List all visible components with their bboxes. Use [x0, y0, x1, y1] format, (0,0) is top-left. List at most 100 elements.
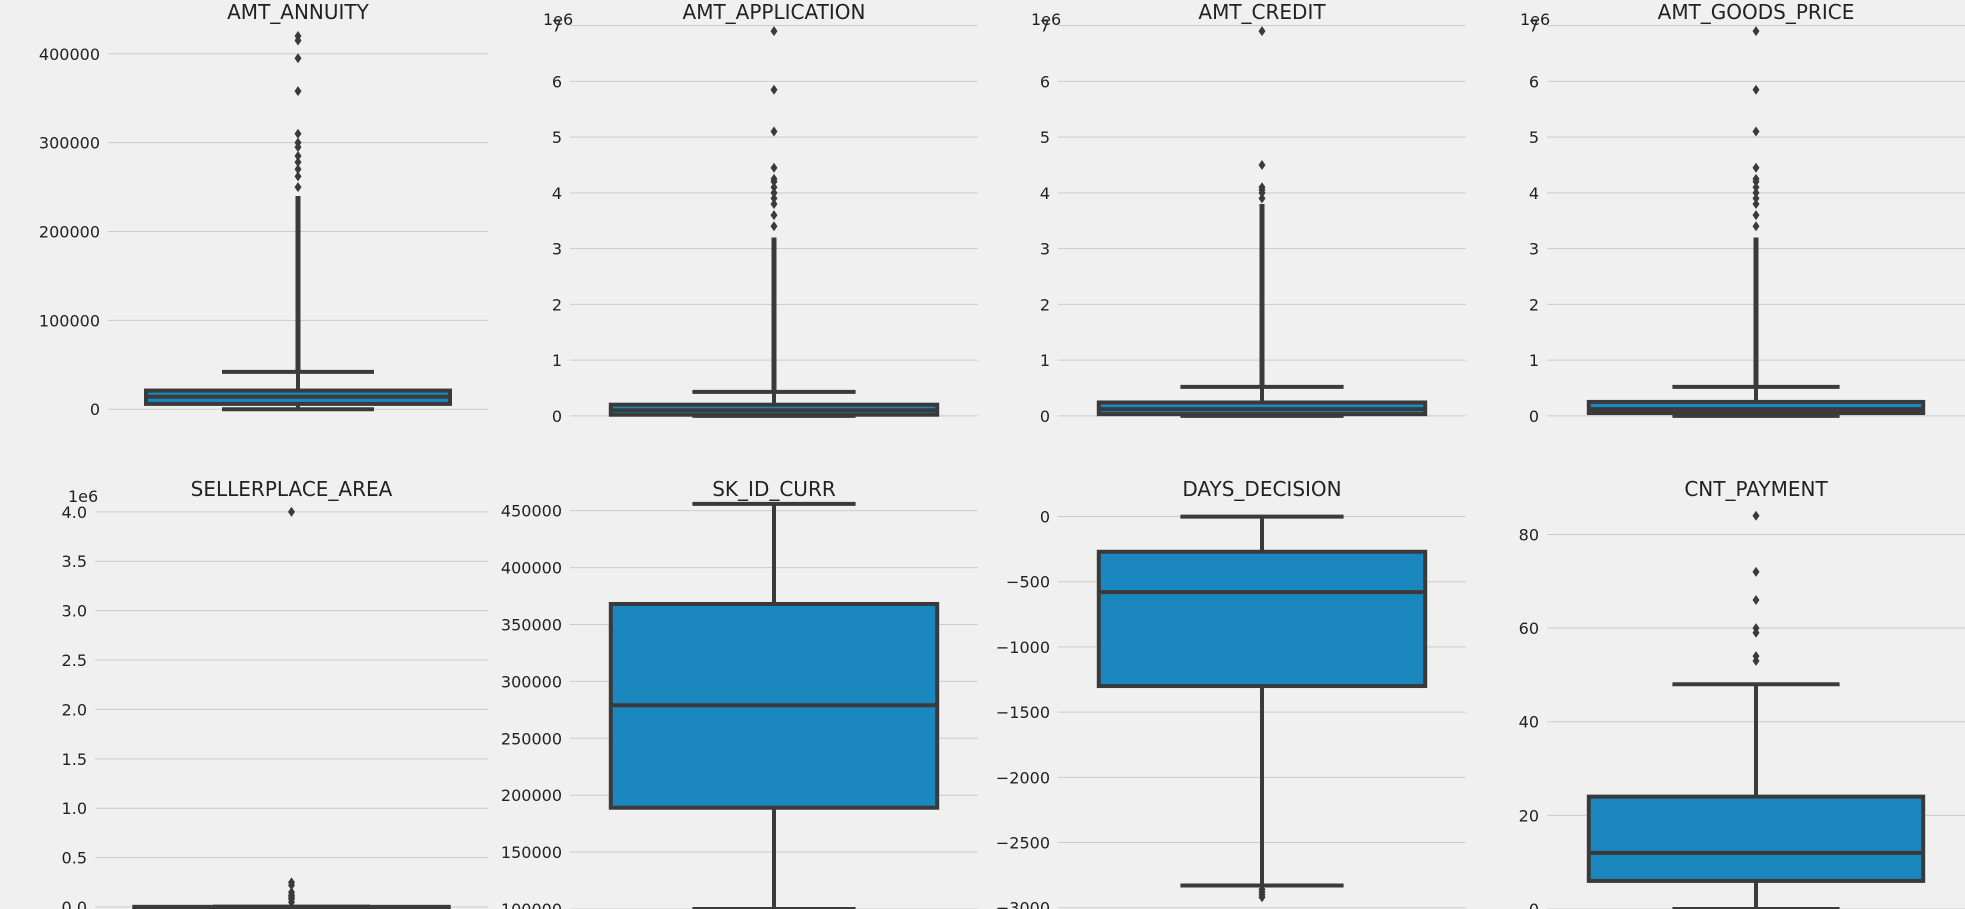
subplot-days-decision: DAYS_DECISION 0 −500 −1000 −1500 −2000 −2500 −3…	[996, 477, 1466, 909]
y-tick-label: 4	[1040, 184, 1050, 203]
outlier-point	[770, 187, 778, 198]
chart-title: AMT_ANNUITY	[227, 0, 370, 24]
y-tick-label: 7	[1040, 17, 1050, 36]
outlier-point	[1752, 221, 1760, 232]
y-tick-label: 100000	[501, 900, 562, 909]
y-tick-label: 0	[1040, 508, 1050, 527]
y-tick-label: 3.0	[62, 602, 87, 621]
y-tick-label: 1	[1529, 351, 1539, 370]
y-tick-label: 400000	[501, 559, 562, 578]
y-tick-label: 1.5	[62, 750, 87, 769]
outlier-point	[1752, 126, 1760, 137]
y-tick-label: 0	[552, 407, 562, 426]
outlier-point	[294, 150, 302, 161]
outlier-point	[288, 877, 295, 888]
outlier-point	[294, 182, 302, 193]
outlier-point	[288, 506, 295, 517]
outlier-point	[770, 198, 778, 209]
outlier-point	[1752, 595, 1760, 605]
y-tick-label: 200000	[501, 786, 562, 805]
y-tick-label: 3.5	[62, 552, 87, 571]
outlier-point	[1752, 26, 1760, 37]
y-tick-label: −2000	[996, 768, 1050, 787]
y-tick-label: 60	[1519, 619, 1539, 638]
chart-title: CNT_PAYMENT	[1684, 477, 1828, 501]
chart-title: SELLERPLACE_AREA	[191, 477, 393, 501]
y-tick-label: 20	[1519, 806, 1539, 825]
outlier-point	[294, 137, 302, 148]
axis-offset-label: 1e6	[1031, 10, 1061, 29]
y-tick-label: 450000	[501, 502, 562, 521]
y-tick-label: 2	[1529, 295, 1539, 314]
outlier-point	[1258, 26, 1266, 37]
y-tick-label: 0	[90, 400, 100, 419]
outlier-point	[1752, 510, 1760, 521]
outlier-point	[1752, 173, 1760, 184]
y-tick-label: 1	[1040, 351, 1050, 370]
y-tick-label: 7	[1529, 17, 1539, 36]
subplot-sellerplace-area: SELLERPLACE_AREA 1e6 0.0 0.5 1.0 1.5 2.0 2.5 3.0…	[62, 477, 488, 909]
outlier-point	[1258, 892, 1266, 903]
y-tick-label: 0	[1040, 407, 1050, 426]
y-tick-label: 7	[552, 17, 562, 36]
outlier-point	[770, 26, 778, 37]
y-tick-label: 0.5	[62, 849, 87, 868]
y-tick-label: 4	[1529, 184, 1539, 203]
outlier-point	[770, 210, 778, 221]
outlier-point	[770, 221, 778, 232]
outlier-point	[770, 126, 778, 137]
chart-title: AMT_APPLICATION	[683, 0, 866, 24]
axis-offset-label: 1e6	[68, 487, 98, 506]
chart-title: AMT_CREDIT	[1198, 0, 1326, 24]
outlier-point	[1752, 182, 1760, 193]
outlier-point	[770, 193, 778, 204]
y-tick-label: −3000	[996, 899, 1050, 909]
subplot-amt-credit: AMT_CREDIT 1e6 0 1 2 3 4 5 6 7	[1031, 0, 1466, 426]
chart-title: AMT_GOODS_PRICE	[1658, 0, 1855, 24]
subplot-amt-annuity: AMT_ANNUITY 0 100000 200000 300000 400000	[39, 0, 488, 419]
outlier-point	[1752, 566, 1760, 577]
outlier-point	[1258, 159, 1266, 170]
box-iqr	[1096, 549, 1428, 689]
outlier-point	[294, 30, 302, 41]
y-tick-label: 3	[1529, 240, 1539, 259]
outlier-point	[1752, 198, 1760, 209]
outlier-point	[770, 162, 778, 173]
y-tick-label: 4	[552, 184, 562, 203]
outlier-point	[294, 53, 302, 64]
axis-offset-label: 1e6	[1520, 10, 1550, 29]
y-tick-label: 2	[552, 295, 562, 314]
y-tick-label: 0	[1529, 407, 1539, 426]
y-tick-label: 300000	[39, 134, 100, 153]
subplot-amt-application: AMT_APPLICATION 1e6 0 1 2 3 4 5 6 7	[543, 0, 978, 426]
y-tick-label: 0	[1529, 900, 1539, 909]
outlier-point	[294, 164, 302, 175]
outlier-point	[1752, 651, 1760, 662]
y-tick-label: 350000	[501, 615, 562, 634]
y-tick-label: 4.0	[62, 503, 87, 522]
outlier-point	[1752, 623, 1760, 634]
subplot-amt-goods-price: AMT_GOODS_PRICE 1e6 0 1 2 3 4 5 6 7	[1520, 0, 1965, 426]
y-tick-label: 3	[552, 240, 562, 259]
y-tick-label: 2.5	[62, 651, 87, 670]
y-tick-label: −500	[1006, 573, 1050, 592]
y-tick-label: 80	[1519, 525, 1539, 544]
outlier-point	[294, 86, 302, 97]
y-tick-label: 6	[552, 72, 562, 91]
box-iqr	[1586, 794, 1926, 883]
y-tick-label: 2.0	[62, 700, 87, 719]
y-tick-label: 5	[552, 128, 562, 147]
y-tick-label: 1.0	[62, 799, 87, 818]
y-tick-label: −2500	[996, 834, 1050, 853]
outlier-point	[1752, 84, 1760, 95]
outlier-point	[1752, 193, 1760, 204]
outlier-point	[1258, 182, 1266, 193]
outlier-point	[294, 157, 302, 168]
y-tick-label: 200000	[39, 222, 100, 241]
y-tick-label: 40	[1519, 713, 1539, 732]
y-tick-label: −1500	[996, 703, 1050, 722]
y-tick-label: 1	[552, 351, 562, 370]
y-tick-label: 6	[1529, 72, 1539, 91]
y-tick-label: 5	[1040, 128, 1050, 147]
